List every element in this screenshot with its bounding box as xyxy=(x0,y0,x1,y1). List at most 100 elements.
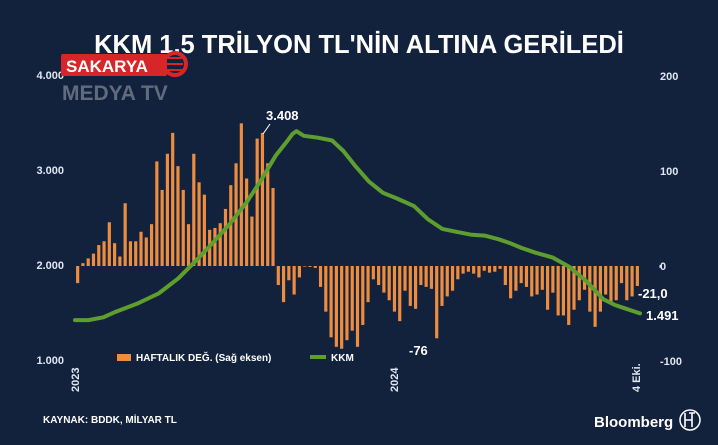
bar xyxy=(144,237,148,266)
bar xyxy=(635,266,639,286)
min-weekly-annotation: -76 xyxy=(409,343,428,358)
logo: SAKARYA MEDYA TV xyxy=(61,51,188,105)
bar xyxy=(482,266,486,271)
logo-subtext: MEDYA TV xyxy=(62,82,168,105)
bar xyxy=(361,266,365,325)
bar xyxy=(429,266,434,289)
bar xyxy=(524,266,529,287)
bar xyxy=(186,224,191,266)
bar xyxy=(477,266,481,278)
bar xyxy=(308,266,312,267)
bar xyxy=(630,266,634,297)
legend-bar-label: HAFTALIK DEĞ. (Sağ eksen) xyxy=(136,351,271,364)
bar xyxy=(91,253,96,266)
bar xyxy=(287,266,291,281)
logo-globe-lines xyxy=(167,57,183,71)
bar xyxy=(382,266,386,293)
bar xyxy=(561,266,566,316)
bar xyxy=(276,266,280,286)
right-tick-label: -100 xyxy=(660,356,682,368)
logo-text: SAKARYA xyxy=(66,57,148,76)
bar xyxy=(313,266,317,268)
bar xyxy=(324,266,328,312)
bar xyxy=(350,266,354,331)
bar xyxy=(371,266,375,280)
legend: HAFTALIK DEĞ. (Sağ eksen) KKM xyxy=(117,351,354,364)
left-axis: 1.000 2.000 3.000 4.000 xyxy=(36,70,64,367)
bar xyxy=(419,266,423,286)
right-axis: -100 0 100 200 xyxy=(660,71,682,368)
bar xyxy=(487,266,492,273)
bar xyxy=(450,266,455,291)
legend-bar-swatch xyxy=(117,354,131,361)
kkm-line xyxy=(73,129,642,323)
bar xyxy=(577,266,581,301)
legend-line-swatch xyxy=(310,355,326,359)
bar xyxy=(292,266,296,295)
left-tick-label: 2.000 xyxy=(36,260,64,272)
bar xyxy=(113,243,117,266)
bar xyxy=(171,132,175,266)
bar xyxy=(456,266,460,280)
bar xyxy=(266,163,270,266)
bar xyxy=(493,266,497,272)
bar xyxy=(509,266,513,299)
bar xyxy=(239,123,243,266)
bar xyxy=(255,138,259,266)
x-label-2023: 2023 xyxy=(70,368,82,392)
bar xyxy=(165,153,169,266)
bar xyxy=(181,189,185,266)
logo-globe-icon xyxy=(162,51,188,77)
bar xyxy=(461,266,465,274)
bar xyxy=(340,266,344,349)
bar xyxy=(572,266,576,310)
bar xyxy=(366,266,370,303)
bar xyxy=(218,223,222,266)
bar xyxy=(514,266,518,291)
bar xyxy=(466,266,470,272)
bar xyxy=(76,266,80,284)
bar xyxy=(540,266,544,290)
bar xyxy=(223,208,228,266)
left-tick-label: 3.000 xyxy=(36,165,64,177)
source-note: KAYNAK: BDDK, MİLYAR TL xyxy=(43,413,177,426)
bar xyxy=(118,256,122,266)
bar xyxy=(155,161,159,266)
bar xyxy=(546,266,550,310)
bar xyxy=(625,266,629,301)
bar xyxy=(440,266,444,306)
bar xyxy=(213,227,217,266)
bar xyxy=(535,266,539,295)
bar xyxy=(271,188,275,266)
bar xyxy=(128,241,133,266)
bar xyxy=(260,132,265,266)
bar xyxy=(318,266,323,287)
bar xyxy=(503,266,507,286)
bar xyxy=(445,266,449,297)
bar xyxy=(345,266,349,341)
bar xyxy=(245,178,249,266)
bar xyxy=(123,203,127,266)
ht-logo-icon xyxy=(679,409,701,431)
bar xyxy=(387,266,391,301)
right-tick-label: 200 xyxy=(660,71,678,83)
bar xyxy=(81,263,85,266)
bar xyxy=(551,266,555,293)
bar xyxy=(86,258,90,266)
last-weekly-annotation: -21,0 xyxy=(638,286,668,301)
bar xyxy=(176,166,180,266)
bar xyxy=(593,266,597,327)
bar xyxy=(614,266,618,301)
bar xyxy=(530,266,534,297)
bar xyxy=(281,266,286,303)
bar xyxy=(588,266,592,312)
bar xyxy=(250,216,254,266)
bar xyxy=(408,266,412,306)
bar xyxy=(149,224,154,266)
bar xyxy=(102,241,106,266)
bar xyxy=(329,266,333,338)
bar xyxy=(398,266,402,322)
bar xyxy=(197,182,201,266)
bar xyxy=(160,189,164,266)
